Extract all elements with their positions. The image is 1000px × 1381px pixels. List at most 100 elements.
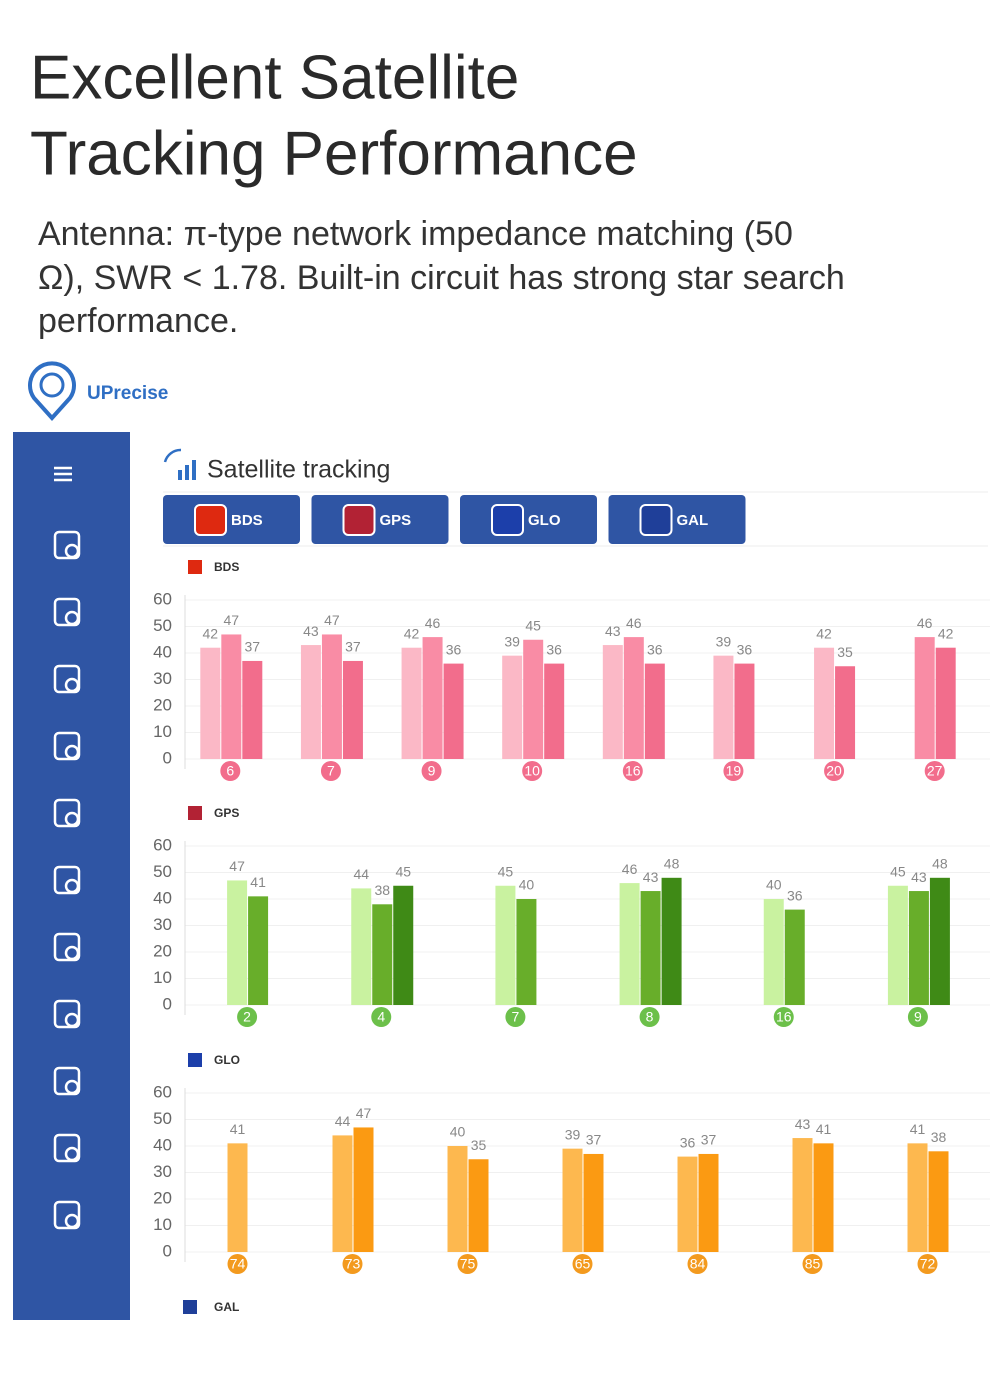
- x-tick-label: 75: [460, 1256, 476, 1272]
- nav-icon[interactable]: [53, 1066, 81, 1096]
- section-label: GAL: [214, 1300, 239, 1314]
- nav-icon-dot: [64, 1213, 80, 1229]
- value-label: 47: [324, 612, 340, 628]
- bar: [677, 1156, 698, 1252]
- nav-icon[interactable]: [53, 932, 81, 962]
- bar: [602, 645, 623, 759]
- y-tick-label: 40: [153, 642, 172, 661]
- bar: [619, 883, 640, 1005]
- value-label: 43: [605, 623, 621, 639]
- x-tick-label: 8: [646, 1009, 654, 1025]
- category-badge: [457, 1254, 478, 1274]
- nav-icon[interactable]: [53, 1133, 81, 1163]
- tracking-icon: [163, 448, 196, 480]
- tab-label: GPS: [380, 512, 412, 529]
- bar: [908, 891, 929, 1005]
- y-tick-label: 10: [153, 1215, 172, 1234]
- nav-icon[interactable]: [53, 731, 81, 761]
- x-tick-label: 7: [512, 1009, 520, 1025]
- x-tick-label: 9: [914, 1009, 922, 1025]
- nav-icon[interactable]: [53, 1200, 81, 1230]
- bar: [353, 1127, 374, 1252]
- value-label: 39: [716, 633, 732, 649]
- value-label: 39: [504, 633, 520, 649]
- bar: [734, 663, 755, 759]
- bar: [763, 899, 784, 1005]
- nav-icon-dot: [64, 1079, 80, 1095]
- y-tick-label: 20: [153, 941, 172, 960]
- category-badge: [227, 1254, 248, 1274]
- bar: [242, 660, 263, 759]
- menu-icon[interactable]: [54, 466, 72, 482]
- tab-flag: [639, 504, 673, 536]
- value-label: 37: [701, 1132, 717, 1148]
- bar: [321, 634, 342, 759]
- nav-icon-dot: [64, 1146, 80, 1162]
- bar: [227, 880, 248, 1005]
- bar: [907, 1143, 928, 1252]
- content-panel: [130, 432, 990, 1332]
- value-label: 36: [546, 641, 562, 657]
- y-tick-label: 30: [153, 669, 172, 688]
- y-tick-label: 0: [163, 994, 172, 1013]
- nav-icon[interactable]: [53, 865, 81, 895]
- bar: [929, 877, 950, 1005]
- x-tick-label: 19: [726, 763, 742, 779]
- bar: [248, 896, 269, 1005]
- x-tick-label: 85: [805, 1256, 821, 1272]
- category-badge: [371, 1007, 392, 1027]
- nav-icon[interactable]: [53, 597, 81, 627]
- bar: [447, 1146, 468, 1252]
- value-label: 47: [224, 612, 240, 628]
- nav-icon[interactable]: [53, 530, 81, 560]
- sidebar: [13, 432, 130, 1320]
- category-badge: [237, 1007, 258, 1027]
- y-tick-label: 40: [153, 888, 172, 907]
- x-tick-label: 10: [524, 763, 540, 779]
- nav-icon[interactable]: [53, 798, 81, 828]
- bar: [342, 660, 363, 759]
- nav-icon-dot: [64, 878, 80, 894]
- nav-icon[interactable]: [53, 999, 81, 1029]
- value-label: 38: [931, 1129, 947, 1145]
- brand-logo: [28, 361, 76, 421]
- value-label: 41: [910, 1121, 926, 1137]
- value-label: 40: [450, 1124, 466, 1140]
- value-label: 45: [395, 863, 411, 879]
- x-tick-label: 9: [428, 763, 436, 779]
- x-tick-label: 16: [776, 1009, 792, 1025]
- bar: [935, 647, 956, 759]
- bar: [640, 891, 661, 1005]
- x-tick-label: 72: [920, 1256, 936, 1272]
- flag: [188, 1053, 202, 1067]
- value-label: 41: [250, 874, 266, 890]
- y-tick-label: 50: [153, 616, 172, 635]
- category-badge: [572, 1254, 593, 1274]
- bar: [300, 645, 321, 759]
- bar: [562, 1148, 583, 1252]
- bar: [623, 637, 644, 759]
- nav-icon-dot: [64, 543, 80, 559]
- bar: [544, 663, 565, 759]
- bar: [516, 899, 537, 1005]
- category-badge: [907, 1007, 928, 1027]
- value-label: 47: [356, 1105, 372, 1121]
- nav-icon-dot: [64, 677, 80, 693]
- bar: [835, 666, 856, 759]
- nav-icon-dot: [64, 610, 80, 626]
- x-tick-label: 73: [345, 1256, 361, 1272]
- category-badge: [917, 1254, 938, 1274]
- value-label: 46: [626, 615, 642, 631]
- nav-icon[interactable]: [53, 664, 81, 694]
- y-tick-label: 60: [153, 589, 172, 608]
- value-label: 42: [938, 625, 954, 641]
- value-label: 36: [446, 641, 462, 657]
- category-badge: [622, 761, 643, 781]
- value-label: 42: [816, 625, 832, 641]
- flag: [183, 1300, 197, 1314]
- y-tick-label: 30: [153, 915, 172, 934]
- tab-flag: [491, 504, 524, 536]
- y-tick-label: 0: [163, 748, 172, 767]
- value-label: 39: [565, 1126, 581, 1142]
- category-badge: [723, 761, 744, 781]
